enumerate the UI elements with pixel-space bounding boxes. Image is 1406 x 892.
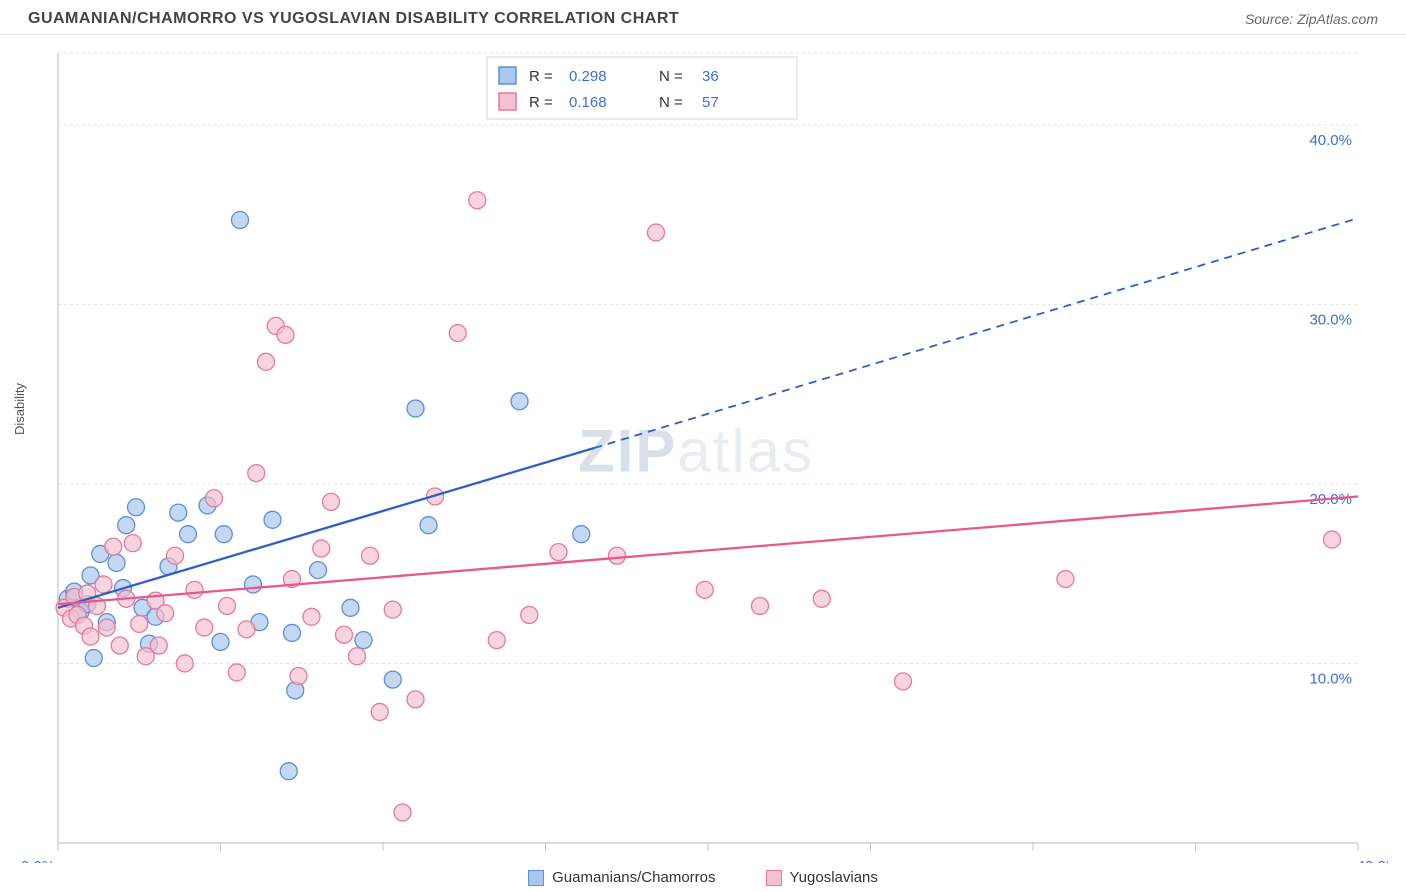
data-point: [232, 211, 249, 228]
legend-swatch: [499, 67, 516, 84]
data-point: [108, 554, 125, 571]
data-point: [573, 526, 590, 543]
data-point: [469, 192, 486, 209]
source-label: Source: ZipAtlas.com: [1245, 11, 1378, 27]
chart-title: GUAMANIAN/CHAMORRO VS YUGOSLAVIAN DISABI…: [28, 10, 679, 28]
data-point: [85, 650, 102, 667]
legend-label: Guamanians/Chamorros: [552, 869, 715, 886]
data-point: [206, 490, 223, 507]
data-point: [150, 637, 167, 654]
data-point: [238, 621, 255, 638]
data-point: [449, 325, 466, 342]
data-point: [180, 526, 197, 543]
data-point: [407, 400, 424, 417]
data-point: [384, 671, 401, 688]
legend-item: Guamanians/Chamorros: [528, 869, 715, 886]
data-point: [186, 581, 203, 598]
data-point: [355, 632, 372, 649]
data-point: [196, 619, 213, 636]
trend-line: [58, 448, 594, 608]
legend-r-value: 0.298: [569, 68, 607, 85]
data-point: [176, 655, 193, 672]
data-point: [280, 763, 297, 780]
data-point: [310, 562, 327, 579]
data-point: [277, 326, 294, 343]
legend-n-label: N =: [659, 94, 683, 111]
data-point: [131, 615, 148, 632]
data-point: [550, 544, 567, 561]
data-point: [212, 633, 229, 650]
data-point: [124, 535, 141, 552]
trend-line-extrapolated: [594, 218, 1358, 448]
data-point: [157, 605, 174, 622]
legend-r-label: R =: [529, 68, 553, 85]
data-point: [521, 606, 538, 623]
data-point: [98, 619, 115, 636]
data-point: [170, 504, 187, 521]
data-point: [336, 626, 353, 643]
data-point: [118, 517, 135, 534]
scatter-chart: 10.0%20.0%30.0%40.0%ZIPatlas0.0%40.0%R =…: [18, 43, 1388, 863]
data-point: [248, 465, 265, 482]
data-point: [323, 493, 340, 510]
data-point: [128, 499, 145, 516]
x-tick-label: 0.0%: [21, 858, 55, 863]
data-point: [696, 581, 713, 598]
data-point: [511, 393, 528, 410]
chart-header: GUAMANIAN/CHAMORRO VS YUGOSLAVIAN DISABI…: [0, 0, 1406, 35]
data-point: [215, 526, 232, 543]
legend-n-value: 36: [702, 68, 719, 85]
data-point: [95, 576, 112, 593]
y-tick-label: 10.0%: [1309, 670, 1352, 687]
data-point: [384, 601, 401, 618]
data-point: [258, 353, 275, 370]
chart-area: Disability 10.0%20.0%30.0%40.0%ZIPatlas0…: [18, 43, 1388, 886]
legend-item: Yugoslavians: [766, 869, 878, 886]
data-point: [284, 624, 301, 641]
data-point: [609, 547, 626, 564]
y-axis-label: Disability: [12, 383, 27, 435]
data-point: [813, 590, 830, 607]
legend-bottom: Guamanians/Chamorros Yugoslavians: [18, 863, 1388, 886]
data-point: [420, 517, 437, 534]
legend-r-value: 0.168: [569, 94, 607, 111]
watermark: ZIPatlas: [578, 418, 814, 485]
data-point: [488, 632, 505, 649]
data-point: [111, 637, 128, 654]
legend-n-label: N =: [659, 68, 683, 85]
data-point: [1057, 571, 1074, 588]
data-point: [648, 224, 665, 241]
data-point: [371, 703, 388, 720]
legend-swatch: [766, 870, 782, 886]
legend-label: Yugoslavians: [790, 869, 878, 886]
data-point: [752, 598, 769, 615]
data-point: [228, 664, 245, 681]
data-point: [313, 540, 330, 557]
data-point: [407, 691, 424, 708]
data-point: [342, 599, 359, 616]
data-point: [219, 598, 236, 615]
data-point: [303, 608, 320, 625]
legend-swatch: [528, 870, 544, 886]
data-point: [82, 628, 99, 645]
data-point: [349, 648, 366, 665]
x-tick-label: 40.0%: [1357, 858, 1388, 863]
y-tick-label: 40.0%: [1309, 132, 1352, 149]
data-point: [394, 804, 411, 821]
data-point: [167, 547, 184, 564]
legend-swatch: [499, 93, 516, 110]
legend-n-value: 57: [702, 94, 719, 111]
y-tick-label: 30.0%: [1309, 311, 1352, 328]
data-point: [895, 673, 912, 690]
data-point: [290, 668, 307, 685]
legend-r-label: R =: [529, 94, 553, 111]
data-point: [264, 511, 281, 528]
data-point: [105, 538, 122, 555]
data-point: [245, 576, 262, 593]
data-point: [362, 547, 379, 564]
data-point: [1324, 531, 1341, 548]
